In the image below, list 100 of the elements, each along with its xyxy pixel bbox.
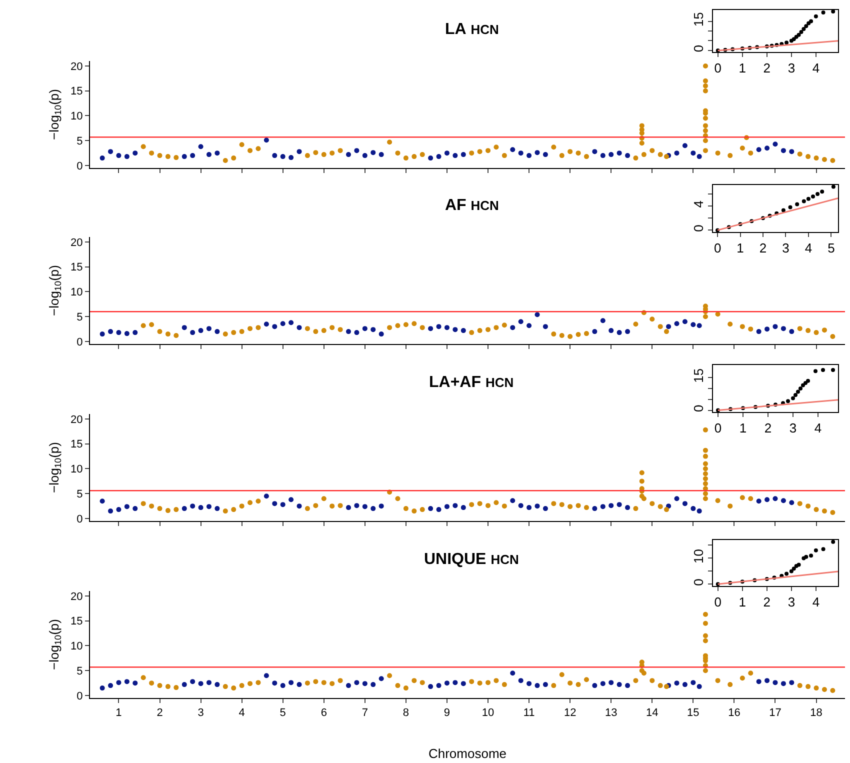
point (792, 566, 796, 571)
point (296, 682, 302, 688)
point (149, 680, 154, 686)
point (616, 682, 622, 688)
point (568, 680, 573, 686)
point (108, 683, 114, 688)
y-tick-label: 5 (76, 665, 83, 678)
point (248, 681, 253, 686)
point (412, 321, 417, 326)
point (157, 329, 162, 334)
point (772, 496, 778, 502)
point (231, 330, 236, 336)
point (806, 378, 810, 383)
point (460, 681, 466, 686)
point (510, 498, 516, 504)
y-tick-label: 15 (70, 262, 83, 274)
point (288, 155, 294, 160)
point (100, 156, 105, 161)
point (788, 205, 792, 210)
point (182, 154, 187, 160)
point (248, 326, 253, 332)
point (140, 323, 146, 328)
point (296, 504, 302, 509)
x-axis-title: Chromosome (428, 746, 507, 761)
point (804, 381, 808, 386)
point (132, 680, 138, 686)
point (820, 190, 824, 194)
point (198, 681, 204, 686)
point (378, 152, 384, 158)
point (551, 332, 556, 337)
x-tick-label: 8 (402, 707, 410, 720)
point (206, 326, 212, 332)
point (789, 329, 794, 334)
x-tick-label: 11 (523, 707, 535, 720)
point (469, 679, 474, 684)
point (469, 330, 474, 336)
point (436, 683, 442, 688)
point (702, 314, 708, 320)
y-tick-label: 4 (690, 200, 706, 208)
x-tick-label: 12 (564, 707, 576, 720)
point (682, 682, 688, 688)
point (239, 683, 244, 688)
x-tick-label: 1 (736, 240, 744, 256)
point (510, 670, 516, 676)
point (600, 504, 606, 510)
point (792, 37, 796, 42)
point (338, 678, 343, 684)
point (542, 682, 548, 688)
x-tick-label: 13 (604, 707, 618, 720)
point (140, 675, 146, 680)
point (132, 506, 138, 512)
point (313, 503, 318, 508)
point (526, 681, 532, 686)
point (108, 508, 114, 514)
point (477, 680, 482, 686)
point (702, 496, 708, 502)
point (650, 316, 655, 322)
point (280, 683, 286, 688)
x-tick-label: 5 (280, 707, 286, 720)
point (702, 633, 708, 638)
point (702, 471, 708, 476)
point (296, 325, 302, 330)
point (494, 325, 499, 330)
point (696, 684, 702, 690)
point (600, 681, 606, 686)
point (702, 638, 708, 644)
point (346, 329, 352, 334)
point (806, 504, 811, 509)
point (304, 506, 310, 512)
point (584, 331, 589, 336)
x-tick-label: 6 (320, 707, 327, 720)
point (288, 320, 294, 326)
point (702, 491, 708, 496)
point (795, 202, 800, 206)
point (608, 503, 614, 508)
point (494, 678, 499, 684)
point (592, 506, 598, 512)
point (559, 672, 564, 678)
point (428, 684, 434, 690)
point (740, 495, 745, 500)
point (518, 678, 524, 684)
point (664, 329, 670, 334)
point (804, 24, 808, 28)
point (370, 506, 376, 512)
point (460, 152, 466, 158)
point (264, 673, 269, 678)
point (403, 506, 408, 512)
x-tick-label: 4 (238, 707, 245, 720)
point (674, 150, 680, 156)
point (756, 329, 762, 334)
point (206, 152, 212, 158)
x-tick-label: 4 (804, 240, 812, 256)
point (764, 497, 770, 502)
point (469, 502, 474, 508)
point (814, 548, 818, 552)
point (796, 562, 801, 567)
point (206, 680, 212, 686)
point (412, 678, 417, 684)
point (592, 683, 598, 688)
point (231, 507, 236, 512)
